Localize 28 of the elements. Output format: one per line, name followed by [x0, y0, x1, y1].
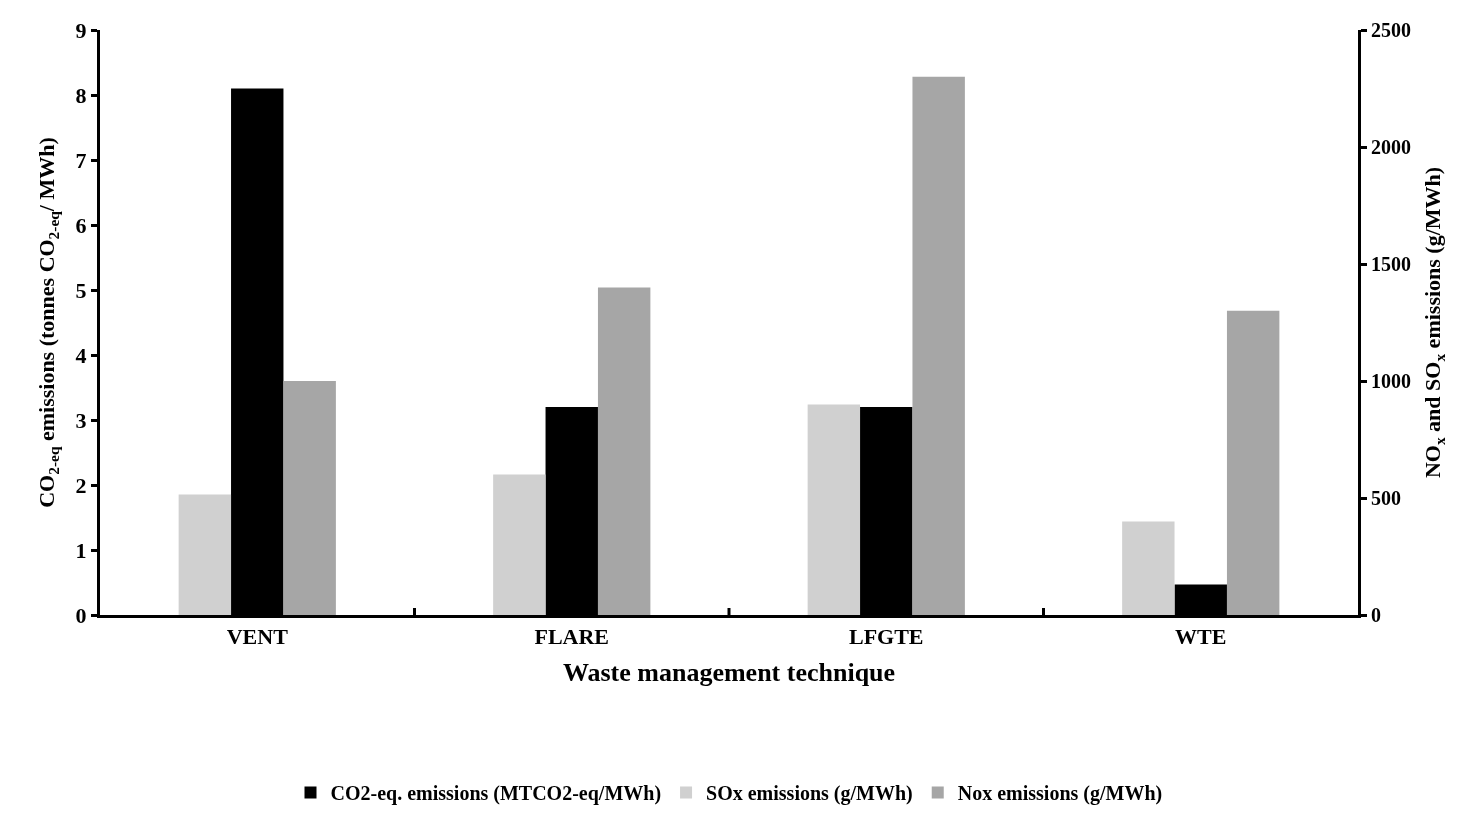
x-tick-label: LFGTE [848, 624, 924, 650]
x-tick-label: WTE [1175, 624, 1227, 650]
y-tick-label: 1 [75, 537, 87, 563]
y2-tick-label: 2000 [1371, 136, 1411, 158]
y-tick-label: 4 [75, 342, 87, 368]
y-tick-label: 8 [75, 82, 87, 108]
y-tick-label: 3 [75, 407, 87, 433]
y-tick-label: 9 [75, 17, 87, 43]
y2-tick-label: 2500 [1371, 19, 1411, 41]
legend-label: CO2-eq. emissions (MTCO2-eq/MWh) [330, 782, 662, 806]
y-tick-label: 2 [75, 472, 87, 498]
y-tick-label: 6 [75, 212, 87, 238]
x-tick-label: FLARE [534, 624, 610, 650]
y2-tick-label: 500 [1371, 487, 1401, 509]
bar [912, 76, 965, 615]
y-tick-label: 5 [75, 277, 87, 303]
y-tick-label: 7 [75, 147, 87, 173]
bar [1122, 521, 1175, 615]
y2-tick-label: 0 [1371, 604, 1381, 626]
x-axis-title: Waste management technique [562, 658, 896, 688]
y-tick-label: 0 [75, 602, 87, 628]
legend-label: SOx emissions (g/MWh) [706, 782, 913, 806]
y2-tick-label: 1000 [1371, 370, 1411, 392]
legend-label: Nox emissions (g/MWh) [957, 782, 1163, 806]
y2-tick-label: 1500 [1371, 253, 1411, 275]
bar [1226, 310, 1280, 615]
x-tick-label: VENT [226, 624, 289, 650]
bar [178, 494, 232, 615]
